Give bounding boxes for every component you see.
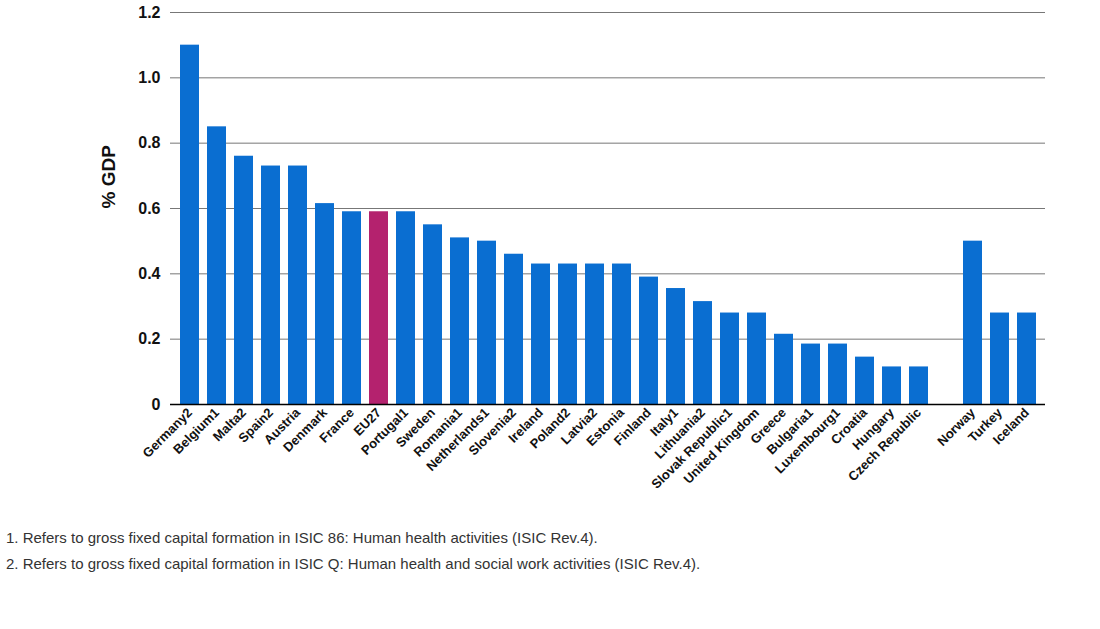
svg-text:Latvia2: Latvia2 bbox=[557, 405, 601, 448]
html-text:1. Refers to gross fixed capit: 1. Refers to gross fixed capital formati… bbox=[6, 529, 598, 546]
svg-text:Netherlands1: Netherlands1 bbox=[423, 405, 493, 474]
svg-text:Romania1: Romania1 bbox=[410, 405, 466, 460]
svg-text:Spain2: Spain2 bbox=[235, 405, 277, 446]
svg-text:0.6: 0.6 bbox=[138, 200, 160, 217]
svg-text:Sweden: Sweden bbox=[392, 405, 439, 451]
svg-text:Poland2: Poland2 bbox=[526, 405, 574, 452]
svg-text:Germany2: Germany2 bbox=[139, 405, 196, 461]
svg-text:Portugal1: Portugal1 bbox=[358, 405, 412, 458]
svg-text:Malta2: Malta2 bbox=[209, 405, 250, 445]
svg-text:United Kingdom: United Kingdom bbox=[680, 405, 762, 487]
svg-text:EU27: EU27 bbox=[350, 405, 385, 439]
svg-text:Austria: Austria bbox=[260, 405, 304, 448]
svg-text:Slovenia2: Slovenia2 bbox=[465, 405, 520, 459]
svg-text:Turkey: Turkey bbox=[965, 405, 1006, 445]
svg-text:Lithuania2: Lithuania2 bbox=[651, 405, 709, 462]
svg-text:Estonia: Estonia bbox=[583, 405, 628, 449]
svg-text:Ireland: Ireland bbox=[505, 405, 547, 446]
svg-text:0.2: 0.2 bbox=[138, 330, 160, 347]
svg-text:Belgium1: Belgium1 bbox=[170, 405, 223, 457]
svg-text:0: 0 bbox=[152, 396, 161, 413]
svg-text:% GDP: % GDP bbox=[98, 145, 119, 209]
svg-text:1.2: 1.2 bbox=[138, 4, 160, 21]
svg-text:Croatia: Croatia bbox=[827, 405, 871, 448]
svg-text:1.0: 1.0 bbox=[138, 69, 160, 86]
svg-text:Italy1: Italy1 bbox=[646, 405, 682, 440]
svg-text:Luxembourg1: Luxembourg1 bbox=[771, 405, 844, 477]
svg-text:Norway: Norway bbox=[934, 405, 979, 449]
svg-text:France: France bbox=[316, 405, 357, 446]
svg-text:Finland: Finland bbox=[610, 405, 655, 449]
svg-text:Iceland: Iceland bbox=[990, 405, 1032, 447]
svg-text:Denmark: Denmark bbox=[280, 405, 331, 455]
svg-text:Hungary: Hungary bbox=[849, 405, 898, 453]
svg-text:Czech Republic: Czech Republic bbox=[845, 405, 924, 484]
svg-text:Greece: Greece bbox=[747, 405, 790, 447]
svg-text:Bulgaria1: Bulgaria1 bbox=[763, 405, 817, 458]
html-text:2. Refers to gross fixed capit: 2. Refers to gross fixed capital formati… bbox=[6, 555, 701, 572]
svg-text:0.4: 0.4 bbox=[138, 265, 160, 282]
svg-text:0.8: 0.8 bbox=[138, 134, 160, 151]
svg-text:Slovak Republic1: Slovak Republic1 bbox=[648, 405, 736, 492]
